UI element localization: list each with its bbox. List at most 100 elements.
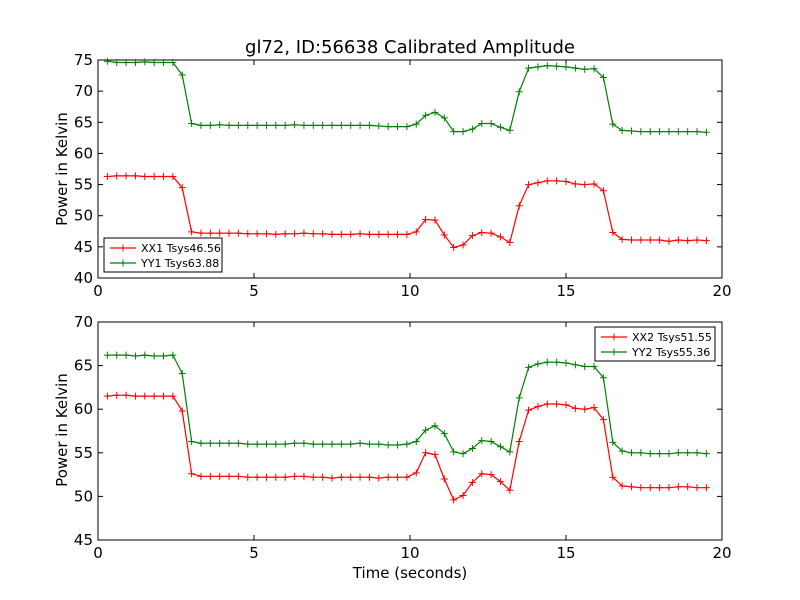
data-point (571, 180, 579, 188)
data-point (553, 358, 561, 366)
data-point (628, 236, 636, 244)
data-point (309, 473, 317, 481)
data-point (684, 237, 692, 245)
data-point (337, 121, 345, 129)
data-point (234, 229, 242, 237)
data-point (646, 484, 654, 492)
data-point (309, 230, 317, 238)
data-point (131, 392, 139, 400)
data-point (459, 450, 467, 458)
data-point (581, 181, 589, 189)
data-point (365, 230, 373, 238)
data-point (113, 58, 121, 66)
data-point (365, 121, 373, 129)
data-point (394, 123, 402, 131)
data-point (422, 215, 430, 223)
data-point (609, 438, 617, 446)
data-point (244, 473, 252, 481)
data-point (450, 128, 458, 136)
data-point (160, 172, 168, 180)
data-point (225, 439, 233, 447)
data-point (328, 440, 336, 448)
data-point (618, 235, 626, 243)
data-point (562, 359, 570, 367)
data-point (487, 471, 495, 479)
x-tick-label: 5 (249, 544, 259, 562)
data-point (496, 478, 504, 486)
data-point (412, 228, 420, 236)
x-tick-label: 10 (400, 544, 419, 562)
data-point (197, 229, 205, 237)
data-point (581, 405, 589, 413)
data-point (609, 229, 617, 237)
data-point (262, 121, 270, 129)
data-point (440, 114, 448, 122)
data-point (356, 121, 364, 129)
data-point (197, 439, 205, 447)
data-point (160, 58, 168, 66)
data-point (609, 473, 617, 481)
data-point (506, 448, 514, 456)
data-point (122, 58, 130, 66)
data-point (103, 57, 111, 65)
data-point (628, 127, 636, 135)
data-point (543, 358, 551, 366)
data-point (262, 230, 270, 238)
data-point (702, 237, 710, 245)
y-axis-label: Power in Kelvin (53, 373, 71, 487)
data-point (103, 392, 111, 400)
y-tick-label: 65 (74, 357, 93, 375)
data-point (496, 233, 504, 241)
data-point (478, 229, 486, 237)
data-point (337, 230, 345, 238)
data-point (553, 62, 561, 70)
data-point (637, 128, 645, 136)
legend-label: YY2 Tsys55.36 (631, 346, 710, 359)
data-point (702, 450, 710, 458)
legend-label: XX2 Tsys51.55 (632, 331, 712, 344)
data-point (637, 449, 645, 457)
x-axis-label: Time (seconds) (352, 564, 468, 582)
data-point (459, 241, 467, 249)
data-point (440, 475, 448, 483)
data-point (300, 229, 308, 237)
legend-box (103, 237, 223, 273)
series-yy (103, 57, 710, 136)
data-point (628, 483, 636, 491)
data-point (216, 439, 224, 447)
data-point (197, 121, 205, 129)
data-point (394, 473, 402, 481)
data-point (113, 172, 121, 180)
data-point (684, 128, 692, 136)
data-point (150, 392, 158, 400)
data-point (262, 473, 270, 481)
data-point (356, 473, 364, 481)
data-point (693, 484, 701, 492)
data-point (496, 443, 504, 451)
data-point (684, 449, 692, 457)
data-point (319, 440, 327, 448)
data-point (131, 352, 139, 360)
data-point (431, 108, 439, 116)
data-point (394, 230, 402, 238)
data-point (384, 123, 392, 131)
data-point (618, 447, 626, 455)
data-point (281, 440, 289, 448)
data-point (253, 473, 261, 481)
data-point (525, 181, 533, 189)
data-point (337, 473, 345, 481)
data-point (459, 128, 467, 136)
data-point (281, 230, 289, 238)
data-point (319, 230, 327, 238)
data-point (253, 230, 261, 238)
data-point (328, 474, 336, 482)
data-point (525, 363, 533, 371)
data-point (122, 172, 130, 180)
data-point (665, 237, 673, 245)
data-point (590, 403, 598, 411)
data-point (693, 128, 701, 136)
data-point (412, 437, 420, 445)
data-point (665, 484, 673, 492)
data-point (422, 449, 430, 457)
